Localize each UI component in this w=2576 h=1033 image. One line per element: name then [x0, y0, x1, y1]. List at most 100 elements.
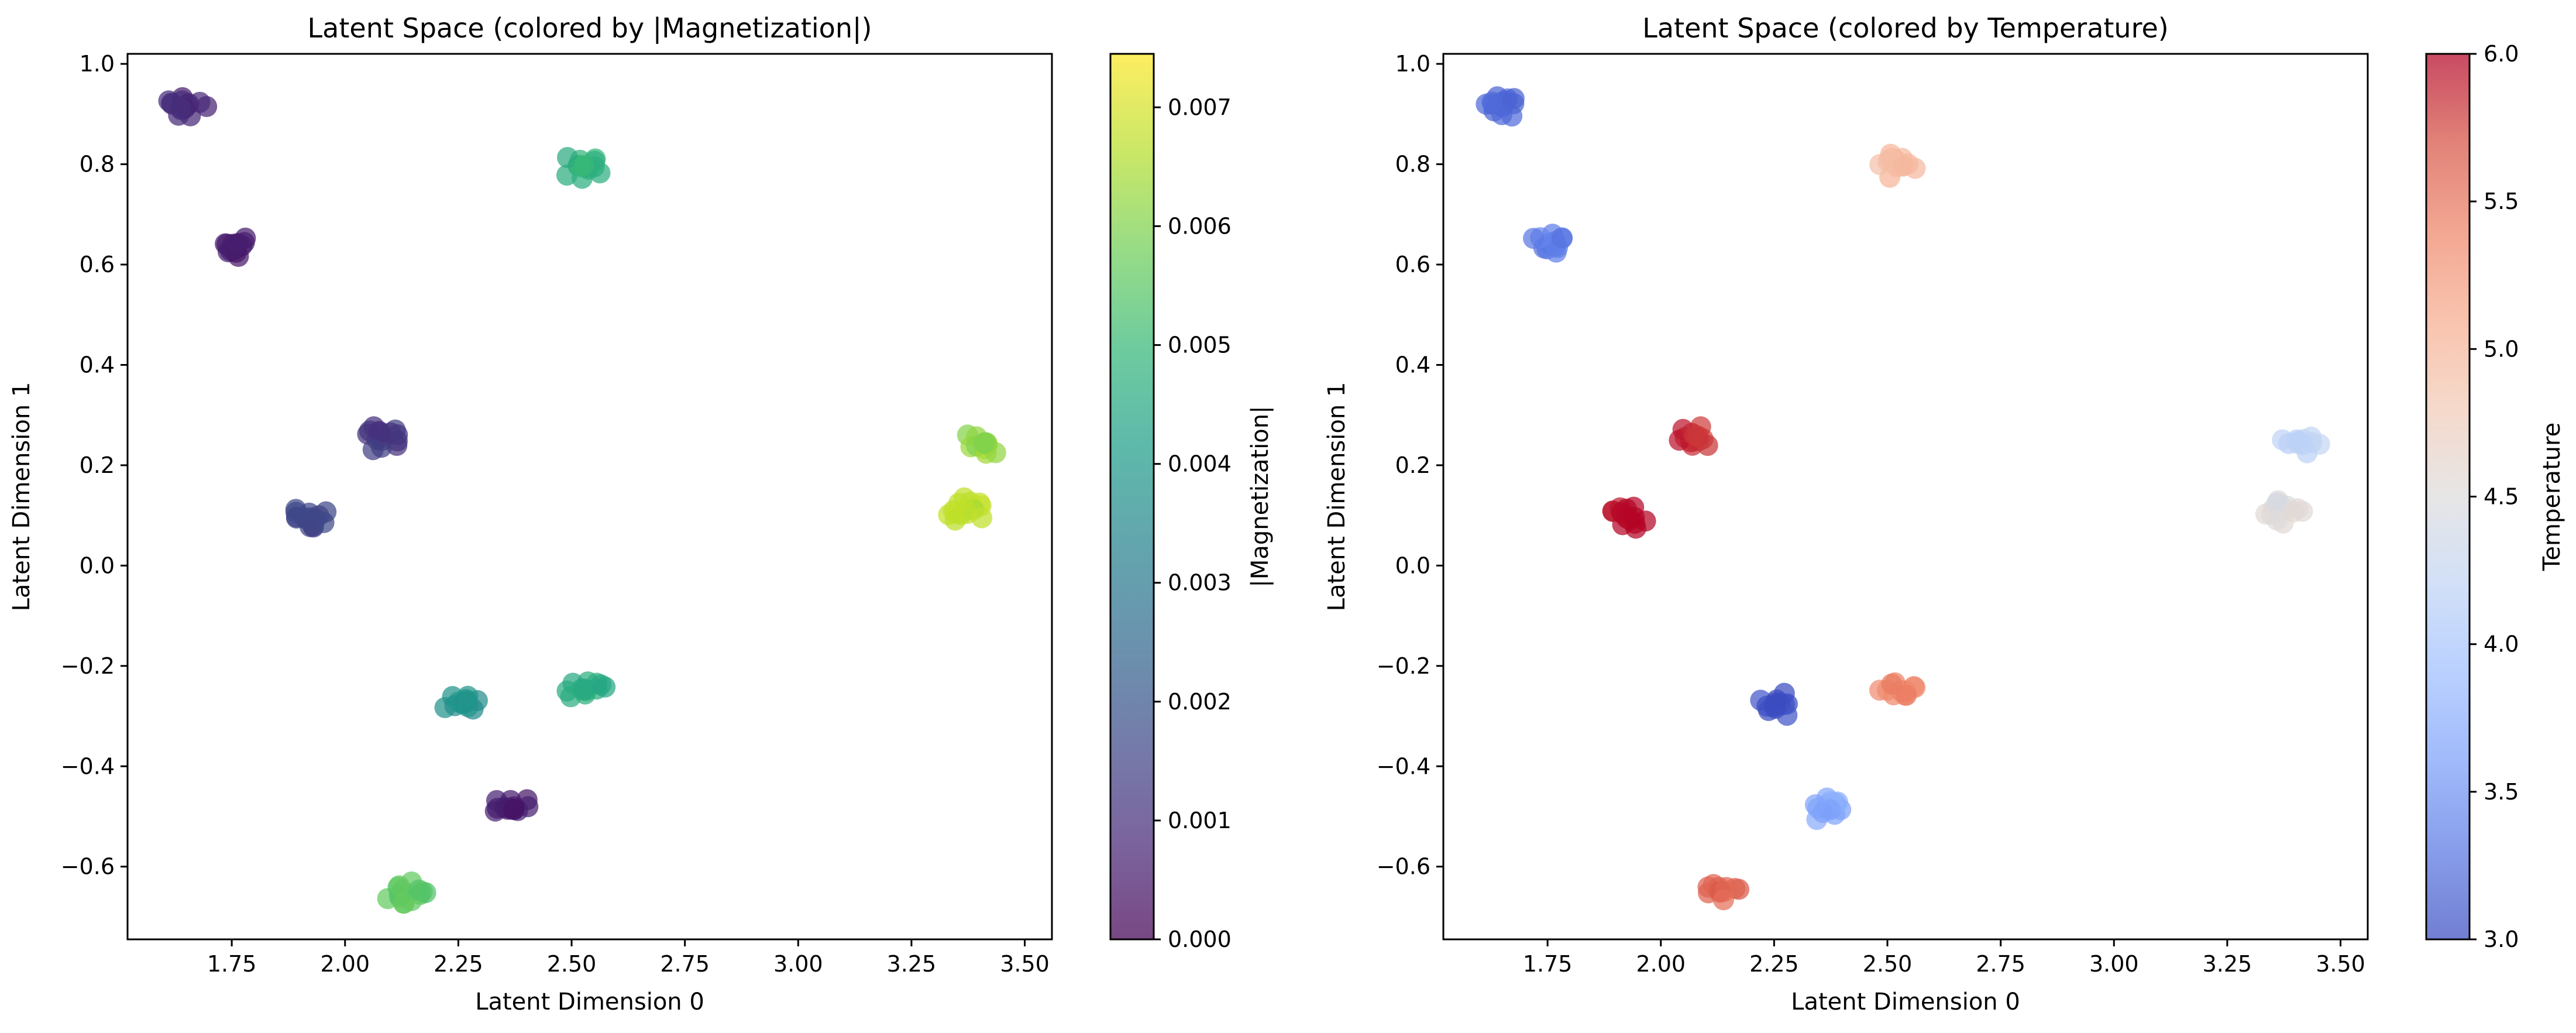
- scatter-cluster: [357, 416, 408, 461]
- scatter-cluster: [957, 424, 1006, 464]
- scatter-point: [973, 432, 995, 454]
- scatter-point: [556, 680, 578, 702]
- scatter-cluster: [1804, 787, 1852, 830]
- scatter-point: [1765, 698, 1786, 719]
- scatter-cluster: [434, 685, 488, 720]
- scatter-point: [574, 678, 596, 700]
- y-tick-label: −0.2: [61, 653, 115, 679]
- x-axis-label: Latent Dimension 0: [1791, 989, 2020, 1015]
- scatter-point: [369, 421, 391, 443]
- colorbar-tick-label: 5.5: [2484, 188, 2519, 214]
- scatter-cluster: [1750, 682, 1798, 726]
- scatter-point: [2286, 429, 2307, 451]
- scatter-point: [1896, 685, 1917, 706]
- scatter-cluster: [1523, 224, 1573, 263]
- scatter-cluster: [484, 789, 539, 822]
- y-tick-label: 0.6: [80, 252, 115, 277]
- scatter-point: [285, 502, 307, 523]
- y-axis-label: Latent Dimension 1: [8, 382, 35, 612]
- scatter-cluster: [1869, 672, 1926, 706]
- scatter-point: [161, 92, 183, 114]
- scatter-point: [594, 676, 616, 698]
- scatter-point: [227, 233, 249, 255]
- colorbar-tick-label: 0.002: [1168, 689, 1232, 715]
- scatter-point: [1897, 153, 1919, 175]
- scatter-point: [1481, 91, 1503, 113]
- colorbar-label: |Magnetization|: [1247, 406, 1274, 587]
- scatter-point: [1523, 228, 1545, 249]
- scatter-point: [362, 439, 384, 461]
- scatter-point: [573, 155, 595, 176]
- x-tick-label: 2.00: [1636, 951, 1686, 977]
- scatter-point: [2266, 492, 2288, 514]
- plot-area: [1442, 53, 2369, 941]
- colorbar-tick-label: 0.000: [1168, 926, 1232, 952]
- scatter-cluster: [285, 499, 337, 538]
- scatter-cluster: [377, 871, 436, 914]
- y-tick-label: 0.4: [1395, 352, 1430, 377]
- y-tick-label: −0.4: [1377, 753, 1430, 779]
- scatter-cluster: [158, 87, 218, 126]
- colorbar-tick-label: 3.0: [2484, 926, 2519, 952]
- scatter-point: [954, 487, 975, 509]
- scatter-cluster: [2255, 490, 2313, 534]
- scatter-point: [1804, 794, 1826, 816]
- colorbar-tick-label: 0.005: [1168, 332, 1232, 358]
- colorbar-frame: [1109, 53, 1155, 941]
- chart-magnetization: Latent Space (colored by |Magnetization|…: [8, 12, 1274, 1015]
- chart-title: Latent Space (colored by Temperature): [1642, 12, 2168, 44]
- x-tick-label: 2.25: [434, 951, 483, 977]
- scatter-cluster: [1669, 416, 1718, 457]
- y-tick-label: −0.6: [1377, 854, 1430, 880]
- scatter-point: [2266, 509, 2288, 531]
- x-tick-label: 3.25: [887, 951, 937, 977]
- y-tick-label: 1.0: [1395, 51, 1430, 77]
- x-tick-label: 3.50: [1000, 951, 1050, 977]
- y-tick-label: −0.4: [61, 753, 115, 779]
- scatter-cluster: [938, 487, 993, 531]
- y-tick-label: 0.4: [80, 352, 115, 377]
- x-tick-label: 3.00: [773, 951, 823, 977]
- colorbar: [2426, 54, 2470, 939]
- x-tick-label: 1.75: [1523, 951, 1573, 977]
- x-tick-label: 1.75: [207, 951, 257, 977]
- x-tick-label: 3.25: [2203, 951, 2252, 977]
- y-tick-label: −0.2: [1377, 653, 1430, 679]
- colorbar-tick-label: 4.0: [2484, 632, 2519, 657]
- x-tick-label: 2.25: [1749, 951, 1799, 977]
- scatter-cluster: [1602, 496, 1656, 539]
- scatter-point: [315, 501, 337, 523]
- x-tick-label: 2.50: [547, 951, 597, 977]
- colorbar-label: Temperature: [2539, 423, 2565, 571]
- scatter-point: [971, 507, 993, 528]
- scatter-point: [393, 893, 414, 914]
- y-tick-label: 1.0: [80, 51, 115, 77]
- x-tick-label: 2.50: [1863, 951, 1913, 977]
- scatter-cluster: [1869, 143, 1926, 188]
- plot-area: [126, 53, 1053, 941]
- scatter-point: [2292, 500, 2313, 522]
- colorbar: [1110, 54, 1154, 939]
- x-tick-label: 3.50: [2316, 951, 2365, 977]
- colorbar-tick-label: 5.0: [2484, 336, 2519, 362]
- scatter-point: [503, 799, 525, 821]
- x-tick-label: 2.75: [1976, 951, 2025, 977]
- y-tick-label: 0.6: [1395, 252, 1430, 277]
- colorbar-tick-label: 0.007: [1168, 94, 1232, 120]
- x-axis-label: Latent Dimension 0: [475, 989, 704, 1015]
- colorbar-tick-label: 0.006: [1168, 213, 1232, 239]
- scatter-cluster: [1476, 86, 1525, 127]
- scatter-cluster: [556, 147, 611, 189]
- y-tick-label: 0.8: [80, 152, 115, 177]
- x-tick-label: 2.75: [660, 951, 710, 977]
- colorbar-tick-label: 3.5: [2484, 779, 2519, 805]
- colorbar-tick-label: 0.004: [1168, 451, 1232, 477]
- scatter-cluster: [1697, 874, 1750, 911]
- chart-title: Latent Space (colored by |Magnetization|…: [308, 12, 872, 44]
- colorbar-tick-label: 0.001: [1168, 808, 1232, 833]
- x-tick-label: 3.00: [2089, 951, 2139, 977]
- y-tick-label: 0.0: [80, 552, 115, 578]
- scatter-point: [1552, 227, 1573, 249]
- colorbar-tick-label: 0.003: [1168, 570, 1232, 596]
